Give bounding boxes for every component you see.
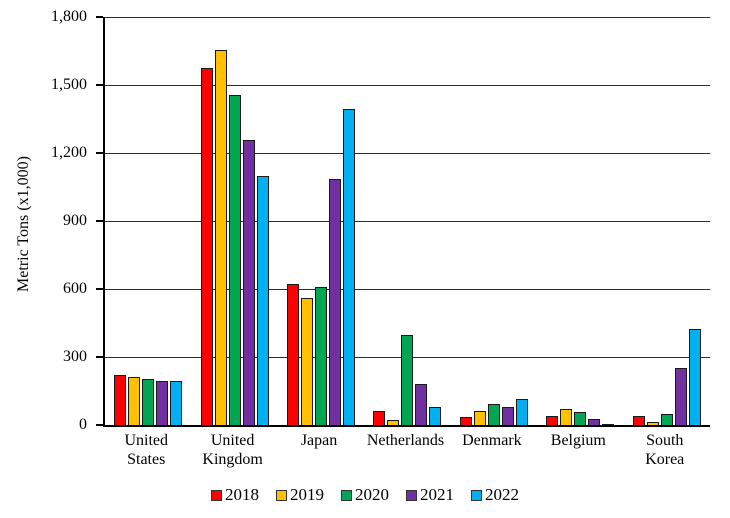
legend-swatch-icon [211,489,222,501]
bar-group [537,17,623,425]
y-axis-tick-mark [96,16,103,18]
bar-2021 [329,179,342,425]
y-axis-tick-label: 1,200 [51,143,87,161]
bar-2019 [128,376,141,425]
y-axis-tick-label: 1,500 [51,75,87,93]
legend-label: 2022 [485,485,519,504]
bar-2018 [459,417,472,425]
legend-label: 2021 [420,485,454,504]
y-axis-tick-label: 1,800 [51,8,87,25]
bar-2018 [114,375,127,425]
x-axis-category-label: Japan [300,432,338,449]
bar-2022 [429,406,442,425]
bar-2020 [574,412,587,425]
legend-swatch-icon [276,489,287,501]
gridline [105,17,710,18]
bar-2020 [142,378,155,425]
bar-2022 [256,175,269,425]
legend-swatch-icon [406,489,417,501]
gridline [105,84,710,86]
y-axis-tick-mark [96,287,103,290]
x-axis-category-label: United Kingdom [202,432,263,468]
bar-group [105,17,191,425]
bar-2019 [560,409,573,425]
legend-item-2020: 2020 [341,485,389,505]
y-axis-tick-label: 0 [79,416,87,433]
bar-2021 [674,367,687,425]
bar-2021 [156,380,169,425]
bar-2020 [228,95,241,425]
gridline [105,152,710,154]
bar-2020 [315,286,328,425]
bar-2018 [287,284,300,425]
bar-2018 [200,68,213,425]
bar-group [191,17,277,425]
bar-2022 [602,423,615,425]
bar-2019 [646,422,659,425]
x-axis-category-label: Denmark [462,432,522,449]
bar-2019 [214,49,227,425]
bar-2022 [688,329,701,425]
legend-label: 2020 [355,485,389,504]
gridline [105,288,710,290]
x-axis-category-label: Netherlands [366,432,445,449]
plot-area [96,16,710,427]
y-axis-tick-mark [96,151,103,154]
bar-group [278,17,364,425]
x-axis-category-label: United States [124,432,168,468]
legend-item-2022: 2022 [471,485,519,505]
bar-group [364,17,450,425]
bar-2022 [515,398,528,425]
legend-label: 2019 [290,485,324,504]
bar-2020 [660,414,673,425]
legend-item-2018: 2018 [211,485,259,505]
bar-2019 [387,420,400,425]
bar-2018 [373,411,386,425]
y-axis-tick-label: 900 [63,212,87,229]
bar-2021 [242,139,255,425]
bar-group [624,17,710,425]
bar-group [451,17,537,425]
x-axis-category-labels: United States United Kingdom Japan Netherland… [103,431,708,469]
bar-2018 [546,416,559,425]
bar-2019 [473,411,486,425]
y-axis-tick-mark [96,356,103,358]
legend-swatch-icon [341,489,352,501]
x-axis-category-label: Belgium [550,432,606,449]
legend-label: 2018 [225,485,259,504]
y-axis-tick-mark [96,220,103,222]
bar-2019 [301,298,314,425]
y-axis-tick-mark [96,424,103,426]
chart-legend: 2018 2019 2020 2021 2022 [0,485,730,505]
bar-2022 [170,380,183,425]
y-axis-tick-labels: 1,800 1,500 1,200 900 600 300 0 [0,8,103,433]
gridline [105,221,710,222]
bar-2021 [501,407,514,425]
y-axis-tick-label: 600 [63,279,87,297]
legend-item-2021: 2021 [406,485,454,505]
y-axis-tick-mark [96,83,103,86]
legend-swatch-icon [471,489,482,501]
bar-2020 [487,404,500,425]
y-axis-tick-label: 300 [63,348,87,365]
legend-item-2019: 2019 [276,485,324,505]
bar-2021 [588,418,601,425]
x-axis-category-label: South Korea [645,432,685,468]
bar-2020 [401,334,414,425]
bar-2021 [415,384,428,425]
bar-2018 [632,415,645,425]
bar-2022 [343,108,356,425]
